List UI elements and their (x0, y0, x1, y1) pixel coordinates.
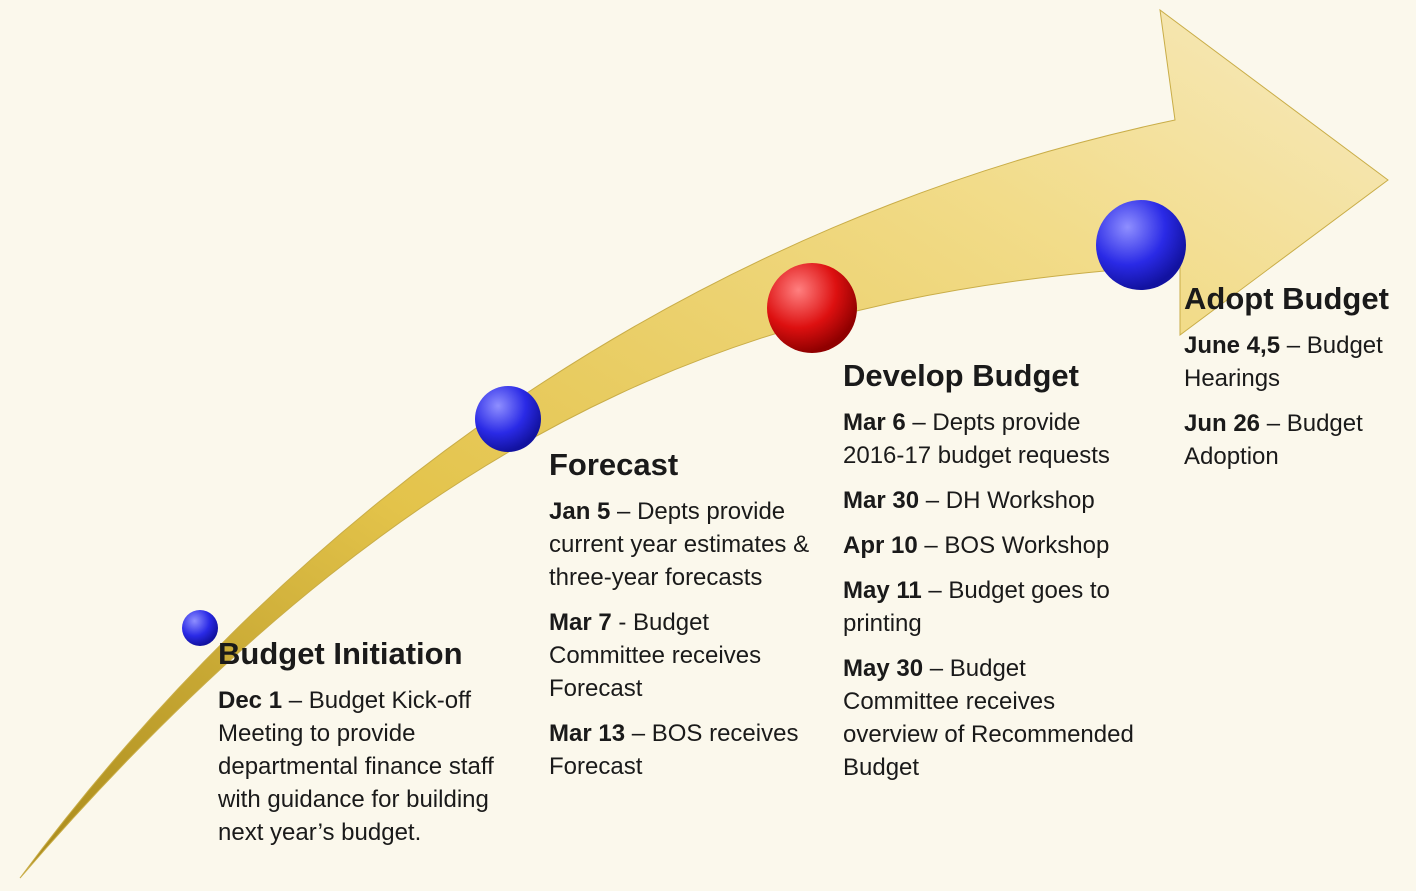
stage-title: Adopt Budget (1184, 281, 1389, 316)
stage: Adopt Budget June 4,5 – Budget Hearings Ju… (1184, 281, 1414, 485)
item-date: Jun 26 (1184, 410, 1261, 437)
item-text: – BOS Workshop (924, 532, 1110, 559)
arrow-body (19, 8, 1389, 879)
stage-title: Develop Budget (843, 358, 1079, 393)
timeline-item: May 11 – Budget goes to printing (843, 574, 1143, 640)
item-date: May 11 (843, 577, 922, 604)
item-text: – Budget Adoption (1184, 410, 1363, 470)
timeline-item: Mar 30 – DH Workshop (843, 484, 1143, 517)
item-date: Mar 6 (843, 409, 906, 436)
item-date: Mar 30 (843, 487, 920, 514)
timeline-item: June 4,5 – Budget Hearings (1184, 329, 1414, 395)
item-date: Jan 5 (549, 498, 611, 525)
item-text: – BOS receives Forecast (549, 720, 799, 780)
item-date: Mar 13 (549, 720, 626, 747)
stage: Budget Initiation Dec 1 – Budget Kick-off… (218, 636, 508, 861)
stage: Develop Budget Mar 6 – Depts provide 2016… (843, 358, 1143, 796)
item-date: Mar 7 (549, 609, 612, 636)
item-text: – DH Workshop (925, 487, 1095, 514)
timeline-item: Apr 10 – BOS Workshop (843, 529, 1143, 562)
timeline-item: Jun 26 – Budget Adoption (1184, 407, 1414, 473)
stage-title: Forecast (549, 447, 679, 482)
item-text: – Budget goes to printing (843, 577, 1110, 637)
item-text: – Budget Committee receives overview of … (843, 655, 1134, 781)
stage: Forecast Jan 5 – Depts provide current ye… (549, 447, 824, 795)
item-date: June 4,5 (1184, 332, 1281, 359)
item-text: – Depts provide current year estimates &… (549, 498, 810, 591)
milestone-dot (767, 263, 857, 353)
timeline-item: Mar 13 – BOS receives Forecast (549, 717, 824, 783)
timeline-item: May 30 – Budget Committee receives overv… (843, 652, 1143, 784)
milestone-dot (475, 386, 541, 452)
milestone-dot (1096, 200, 1186, 290)
item-text: - Budget Committee receives Forecast (549, 609, 762, 702)
item-text: – Budget Hearings (1184, 332, 1383, 392)
timeline-item: Jan 5 – Depts provide current year estim… (549, 495, 824, 594)
timeline-item: Mar 6 – Depts provide 2016-17 budget req… (843, 406, 1143, 472)
item-text: – Depts provide 2016-17 budget requests (843, 409, 1110, 469)
item-date: May 30 (843, 655, 924, 682)
item-date: Apr 10 (843, 532, 918, 559)
milestone-dot (182, 610, 218, 646)
timeline-item: Mar 7 - Budget Committee receives Foreca… (549, 606, 824, 705)
item-text: – Budget Kick-off Meeting to provide dep… (218, 687, 494, 846)
stage-title: Budget Initiation (218, 636, 463, 671)
timeline-item: Dec 1 – Budget Kick-off Meeting to provi… (218, 684, 508, 849)
item-date: Dec 1 (218, 687, 283, 714)
